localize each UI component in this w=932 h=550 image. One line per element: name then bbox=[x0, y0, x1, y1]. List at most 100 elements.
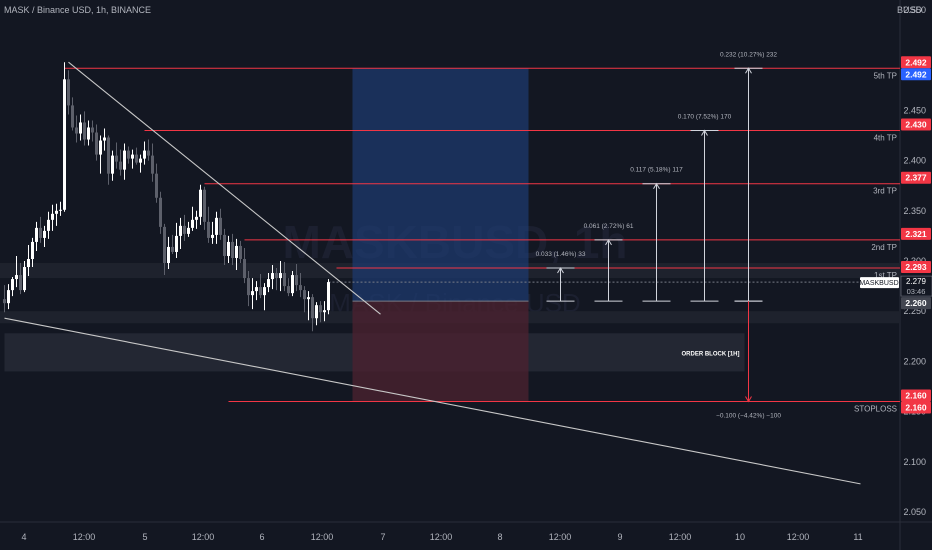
candle-body bbox=[211, 234, 214, 238]
candle-body bbox=[43, 230, 46, 238]
price-axis[interactable]: 2.5502.5002.4502.4002.3502.3002.2502.200… bbox=[903, 5, 926, 517]
chart-title: MASK / Binance USD, 1h, BINANCE bbox=[4, 5, 152, 15]
y-tick-label: 2.350 bbox=[903, 206, 926, 216]
level-label: STOPLOSS bbox=[854, 405, 897, 414]
level-label: 3rd TP bbox=[873, 187, 897, 196]
candle-body bbox=[139, 158, 142, 163]
candle-body bbox=[255, 287, 258, 292]
candle-body bbox=[47, 219, 50, 231]
candle-body bbox=[199, 189, 202, 217]
candle-body bbox=[83, 122, 86, 140]
candle-body bbox=[267, 279, 270, 288]
trendline[interactable] bbox=[4, 317, 861, 485]
candle-body bbox=[167, 246, 170, 264]
candles bbox=[3, 62, 330, 332]
measure-arrow bbox=[653, 182, 660, 189]
candle-body bbox=[91, 127, 94, 133]
measure-arrow bbox=[745, 396, 752, 403]
candle-body bbox=[71, 105, 74, 128]
candle-body bbox=[59, 209, 62, 211]
candle-body bbox=[35, 227, 38, 242]
candle-body bbox=[163, 226, 166, 264]
candle-body bbox=[259, 287, 262, 296]
stop-zone[interactable] bbox=[352, 301, 529, 402]
price-label: 2.160 bbox=[905, 391, 927, 401]
x-tick-label: 9 bbox=[617, 532, 622, 542]
candle-body bbox=[299, 285, 302, 291]
candle-body bbox=[303, 290, 306, 300]
candle-body bbox=[55, 210, 58, 214]
measure-label: 0.117 (5.18%) 117 bbox=[630, 167, 683, 174]
symbol-tag: MASKBUSD bbox=[859, 280, 898, 287]
trendlines[interactable] bbox=[4, 61, 861, 485]
candle-body bbox=[235, 245, 238, 258]
candle-body bbox=[75, 127, 78, 134]
candle-body bbox=[143, 150, 146, 159]
candle-body bbox=[271, 273, 274, 280]
candle-body bbox=[127, 150, 130, 159]
y-tick-label: 2.450 bbox=[903, 105, 926, 115]
trendline[interactable] bbox=[68, 61, 381, 315]
price-label: 2.260 bbox=[905, 298, 927, 308]
candle-body bbox=[123, 150, 126, 170]
y-tick-label: 2.100 bbox=[903, 457, 926, 467]
time-axis[interactable]: 4 12:00 5 12:00 6 12:00 7 12:00 8 12:00 9 12:00 10 12… bbox=[21, 532, 862, 542]
symbol-tag-box bbox=[860, 277, 899, 289]
candle-body bbox=[39, 227, 42, 238]
target-zone[interactable] bbox=[352, 68, 529, 302]
price-label: 2.377 bbox=[905, 173, 927, 183]
level-label: 4th TP bbox=[874, 134, 897, 143]
candle-body bbox=[87, 127, 90, 140]
candle-body bbox=[327, 282, 330, 311]
x-tick-label: 12:00 bbox=[787, 532, 810, 542]
level-label: 5th TP bbox=[874, 71, 897, 80]
x-tick-label: 11 bbox=[853, 532, 862, 542]
candle-body bbox=[323, 310, 326, 313]
candle-body bbox=[315, 305, 318, 319]
candle-body bbox=[223, 234, 226, 256]
candle-body bbox=[115, 155, 118, 162]
candle-body bbox=[7, 290, 10, 304]
candle-body bbox=[219, 217, 222, 235]
x-tick-label: 5 bbox=[142, 532, 147, 542]
candle-body bbox=[191, 219, 194, 228]
y-tick-label: 2.400 bbox=[903, 156, 926, 166]
candle-body bbox=[227, 241, 230, 256]
candle-body bbox=[3, 299, 6, 304]
candle-body bbox=[307, 297, 310, 300]
measure-arrow bbox=[557, 267, 564, 274]
long-position[interactable] bbox=[352, 68, 529, 402]
y-tick-label: 2.300 bbox=[903, 256, 926, 266]
candle-body bbox=[23, 267, 26, 291]
candle-body bbox=[151, 155, 154, 174]
candle-body bbox=[171, 246, 174, 252]
price-label-box bbox=[901, 118, 931, 131]
x-tick-label: 12:00 bbox=[73, 532, 96, 542]
x-tick-label: 12:00 bbox=[192, 532, 215, 542]
candle-body bbox=[215, 217, 218, 235]
candle-body bbox=[243, 258, 246, 279]
candle-body bbox=[27, 258, 30, 268]
candle-body bbox=[203, 189, 206, 222]
candle-body bbox=[231, 241, 234, 258]
price-label: 2.293 bbox=[905, 262, 927, 272]
candle-body bbox=[99, 140, 102, 155]
measure-label: 0.061 (2.72%) 61 bbox=[584, 223, 634, 230]
x-tick-label: 12:00 bbox=[549, 532, 572, 542]
candle-body bbox=[311, 297, 314, 319]
candle-body bbox=[263, 287, 266, 296]
candle-body bbox=[207, 221, 210, 238]
price-label-box bbox=[901, 261, 931, 274]
price-label: 2.430 bbox=[905, 120, 927, 130]
candle-body bbox=[295, 275, 298, 286]
x-tick-label: 12:00 bbox=[311, 532, 334, 542]
candle-body bbox=[187, 227, 190, 234]
price-label-box bbox=[901, 389, 931, 402]
level-label: 1st TP bbox=[874, 271, 897, 280]
y-tick-label: 2.250 bbox=[903, 306, 926, 316]
price-label: 2.321 bbox=[905, 229, 927, 239]
candle-body bbox=[79, 122, 82, 134]
price-label-box bbox=[901, 297, 931, 310]
price-label-box bbox=[901, 171, 931, 184]
